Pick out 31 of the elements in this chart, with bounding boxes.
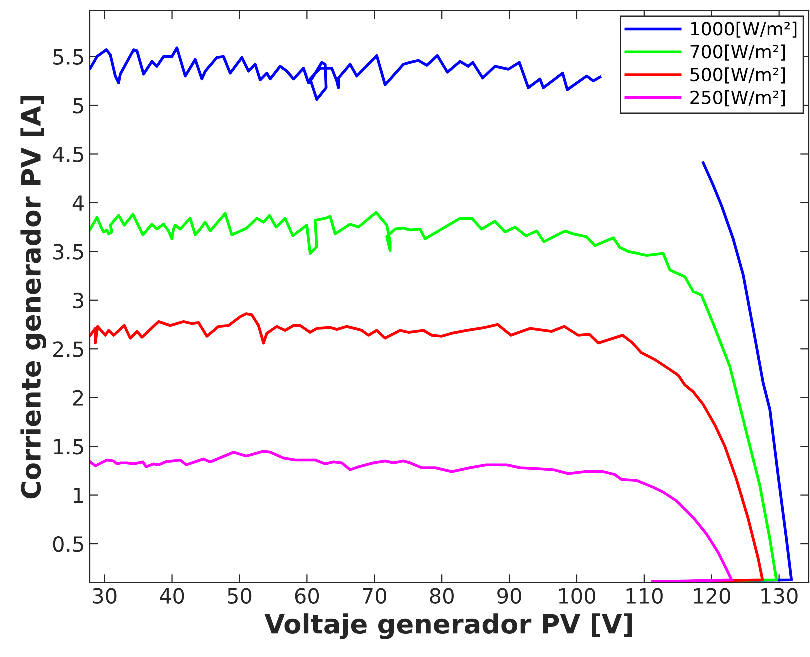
x-tick-label: 40: [160, 588, 184, 604]
y-tick-label: 4.5: [53, 146, 84, 162]
x-axis-title: Voltaje generador PV [V]: [264, 614, 632, 640]
legend-label: 500[W/m²]: [690, 68, 786, 84]
y-tick-label: 2: [73, 390, 84, 406]
legend-label: 700[W/m²]: [690, 44, 786, 61]
x-tick-label: 100: [559, 588, 596, 604]
y-tick-label: 3: [73, 292, 84, 309]
y-tick-label: 1.5: [54, 439, 84, 455]
x-tick-label: 80: [430, 588, 454, 604]
line-series: [90, 312, 764, 583]
y-tick-label: 5.5: [54, 50, 84, 66]
x-tick-label: 50: [228, 588, 252, 604]
y-tick-label: 1: [74, 488, 84, 504]
legend-label: 250[W/m²]: [690, 90, 786, 107]
line-series: [90, 450, 734, 583]
x-tick-label: 30: [93, 588, 117, 604]
x-tick-label: 70: [363, 588, 387, 604]
x-tick-label: 110: [626, 588, 663, 604]
y-tick-label: 2.5: [54, 342, 84, 358]
x-tick-label: 90: [498, 588, 522, 604]
y-tick-label: 5: [73, 98, 84, 114]
y-tick-label: 4: [72, 196, 84, 211]
x-tick-label: 130: [762, 588, 798, 604]
legend-label: 1000[W/m²]: [691, 22, 797, 38]
y-tick-label: 3.5: [54, 244, 84, 260]
line-series: [90, 211, 778, 583]
y-tick-label: 0.5: [53, 536, 84, 552]
y-axis-title: Corriente generador PV [A]: [20, 96, 46, 499]
x-tick-label: 60: [295, 588, 320, 604]
x-tick-label: 120: [694, 588, 730, 604]
